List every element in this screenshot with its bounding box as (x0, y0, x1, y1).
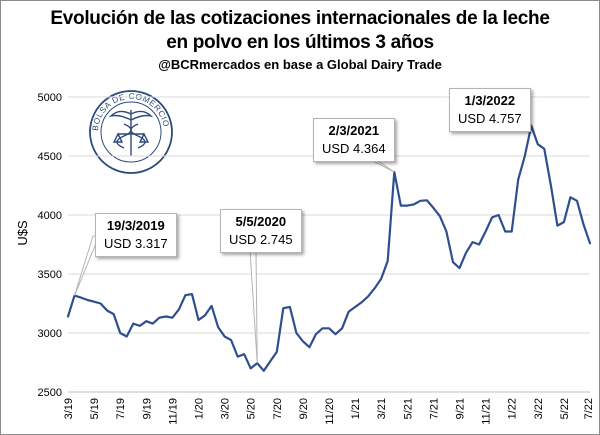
annotation-value: USD 4.364 (322, 141, 386, 156)
x-tick-label: 9/19 (141, 398, 153, 419)
y-axis-label: U$S (15, 220, 30, 246)
chart-title-line-1: Evolución de las cotizaciones internacio… (50, 8, 550, 29)
annotation-leader (249, 249, 258, 364)
annotation-date: 1/3/2022 (464, 93, 516, 108)
x-tick-label: 5/22 (559, 398, 571, 419)
x-tick-label: 9/20 (298, 398, 310, 419)
x-tick-label: 11/20 (324, 398, 336, 425)
y-tick-label: 5000 (38, 92, 62, 104)
x-tick-label: 5/19 (89, 398, 101, 419)
x-tick-label: 1/21 (350, 398, 362, 419)
x-tick-label: 5/20 (246, 398, 258, 419)
annotation-date: 5/5/2020 (235, 214, 287, 229)
x-tick-label: 1/20 (194, 398, 206, 419)
annotation-value: USD 4.757 (458, 111, 522, 126)
chart-title-line-2: en polvo en los últimos 3 años (166, 32, 434, 53)
x-tick-label: 7/22 (583, 398, 595, 419)
annotation-date: 2/3/2021 (328, 123, 380, 138)
x-tick-label: 7/20 (272, 398, 284, 419)
x-tick-label: 3/21 (376, 398, 388, 419)
x-tick-label: 9/21 (455, 398, 467, 419)
x-tick-label: 5/21 (402, 398, 414, 419)
x-tick-label: 1/22 (507, 398, 519, 419)
y-tick-label: 4500 (38, 151, 62, 163)
x-tick-label: 3/19 (63, 398, 75, 419)
x-tick-label: 11/19 (167, 398, 179, 425)
annotation-callout-1: 19/3/2019 USD 3.317 (95, 213, 177, 257)
x-tick-label: 7/21 (428, 398, 440, 419)
annotation-callout-3: 2/3/2021 USD 4.364 (313, 118, 395, 162)
annotation-callout-2: 5/5/2020 USD 2.745 (220, 209, 302, 253)
annotation-value: USD 3.317 (104, 236, 168, 251)
chart-subtitle: @BCRmercados en base a Global Dairy Trad… (158, 57, 442, 72)
series-line-leche-en-polvo (66, 124, 592, 372)
x-tick-label: 3/20 (220, 398, 232, 419)
x-tick-label: 3/22 (533, 398, 545, 419)
annotation-callout-4: 1/3/2022 USD 4.757 (449, 88, 531, 132)
y-tick-label: 2500 (38, 387, 62, 399)
y-tick-label: 3000 (38, 328, 62, 340)
y-tick-label: 3500 (38, 269, 62, 281)
y-tick-label: 4000 (38, 210, 62, 222)
caduceus-icon (108, 110, 154, 156)
x-tick-label: 7/19 (115, 398, 127, 419)
bcr-logo-seal: BOLSA DE COMERCIO DE ROSARIO (0, 0, 173, 174)
x-tick-label: 11/21 (481, 398, 493, 425)
annotation-date: 19/3/2019 (106, 218, 165, 233)
annotation-value: USD 2.745 (229, 232, 293, 247)
